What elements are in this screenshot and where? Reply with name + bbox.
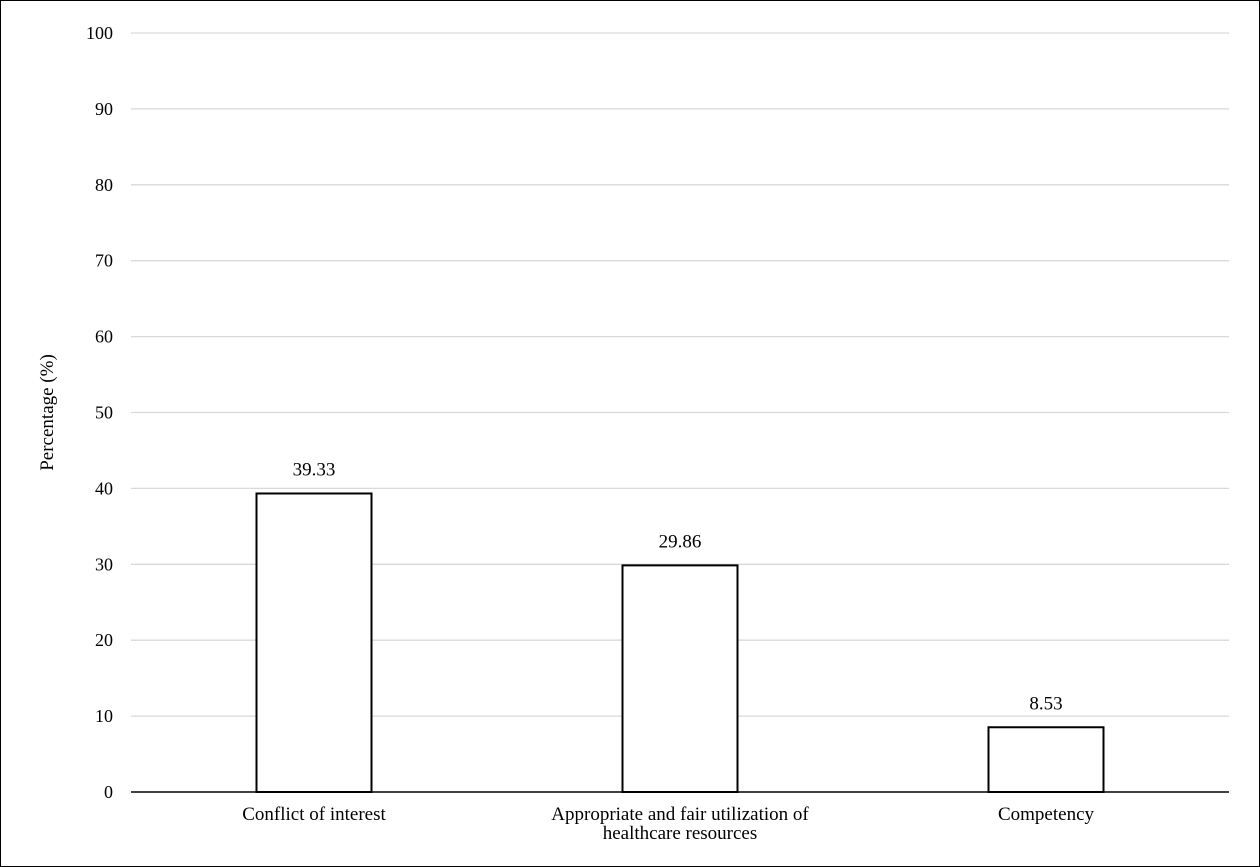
data-label: 8.53: [1029, 693, 1062, 714]
category-label: Appropriate and fair utilization of: [551, 804, 809, 825]
y-tick-label: 90: [95, 99, 113, 119]
y-tick-label: 10: [95, 706, 113, 726]
y-tick-label: 30: [95, 554, 113, 574]
y-tick-label: 60: [95, 327, 113, 347]
category-label: healthcare resources: [603, 823, 758, 844]
y-axis-ticks: 0 10 20 30 40 50 60 70 80 90 100: [86, 23, 113, 802]
y-axis-title: Percentage (%): [37, 354, 58, 471]
bar: [257, 493, 372, 792]
y-tick-label: 70: [95, 251, 113, 271]
bar: [989, 727, 1104, 792]
category-labels: Conflict of interest Appropriate and fair…: [242, 804, 1094, 844]
data-label: 29.86: [659, 531, 702, 552]
y-tick-label: 40: [95, 478, 113, 498]
y-tick-label: 80: [95, 175, 113, 195]
y-tick-label: 20: [95, 630, 113, 650]
y-tick-label: 100: [86, 23, 113, 43]
bar: [623, 565, 738, 792]
category-label: Conflict of interest: [242, 804, 386, 825]
y-tick-label: 0: [104, 782, 113, 802]
data-label: 39.33: [293, 459, 336, 480]
category-label: Competency: [998, 804, 1095, 825]
y-tick-label: 50: [95, 403, 113, 423]
